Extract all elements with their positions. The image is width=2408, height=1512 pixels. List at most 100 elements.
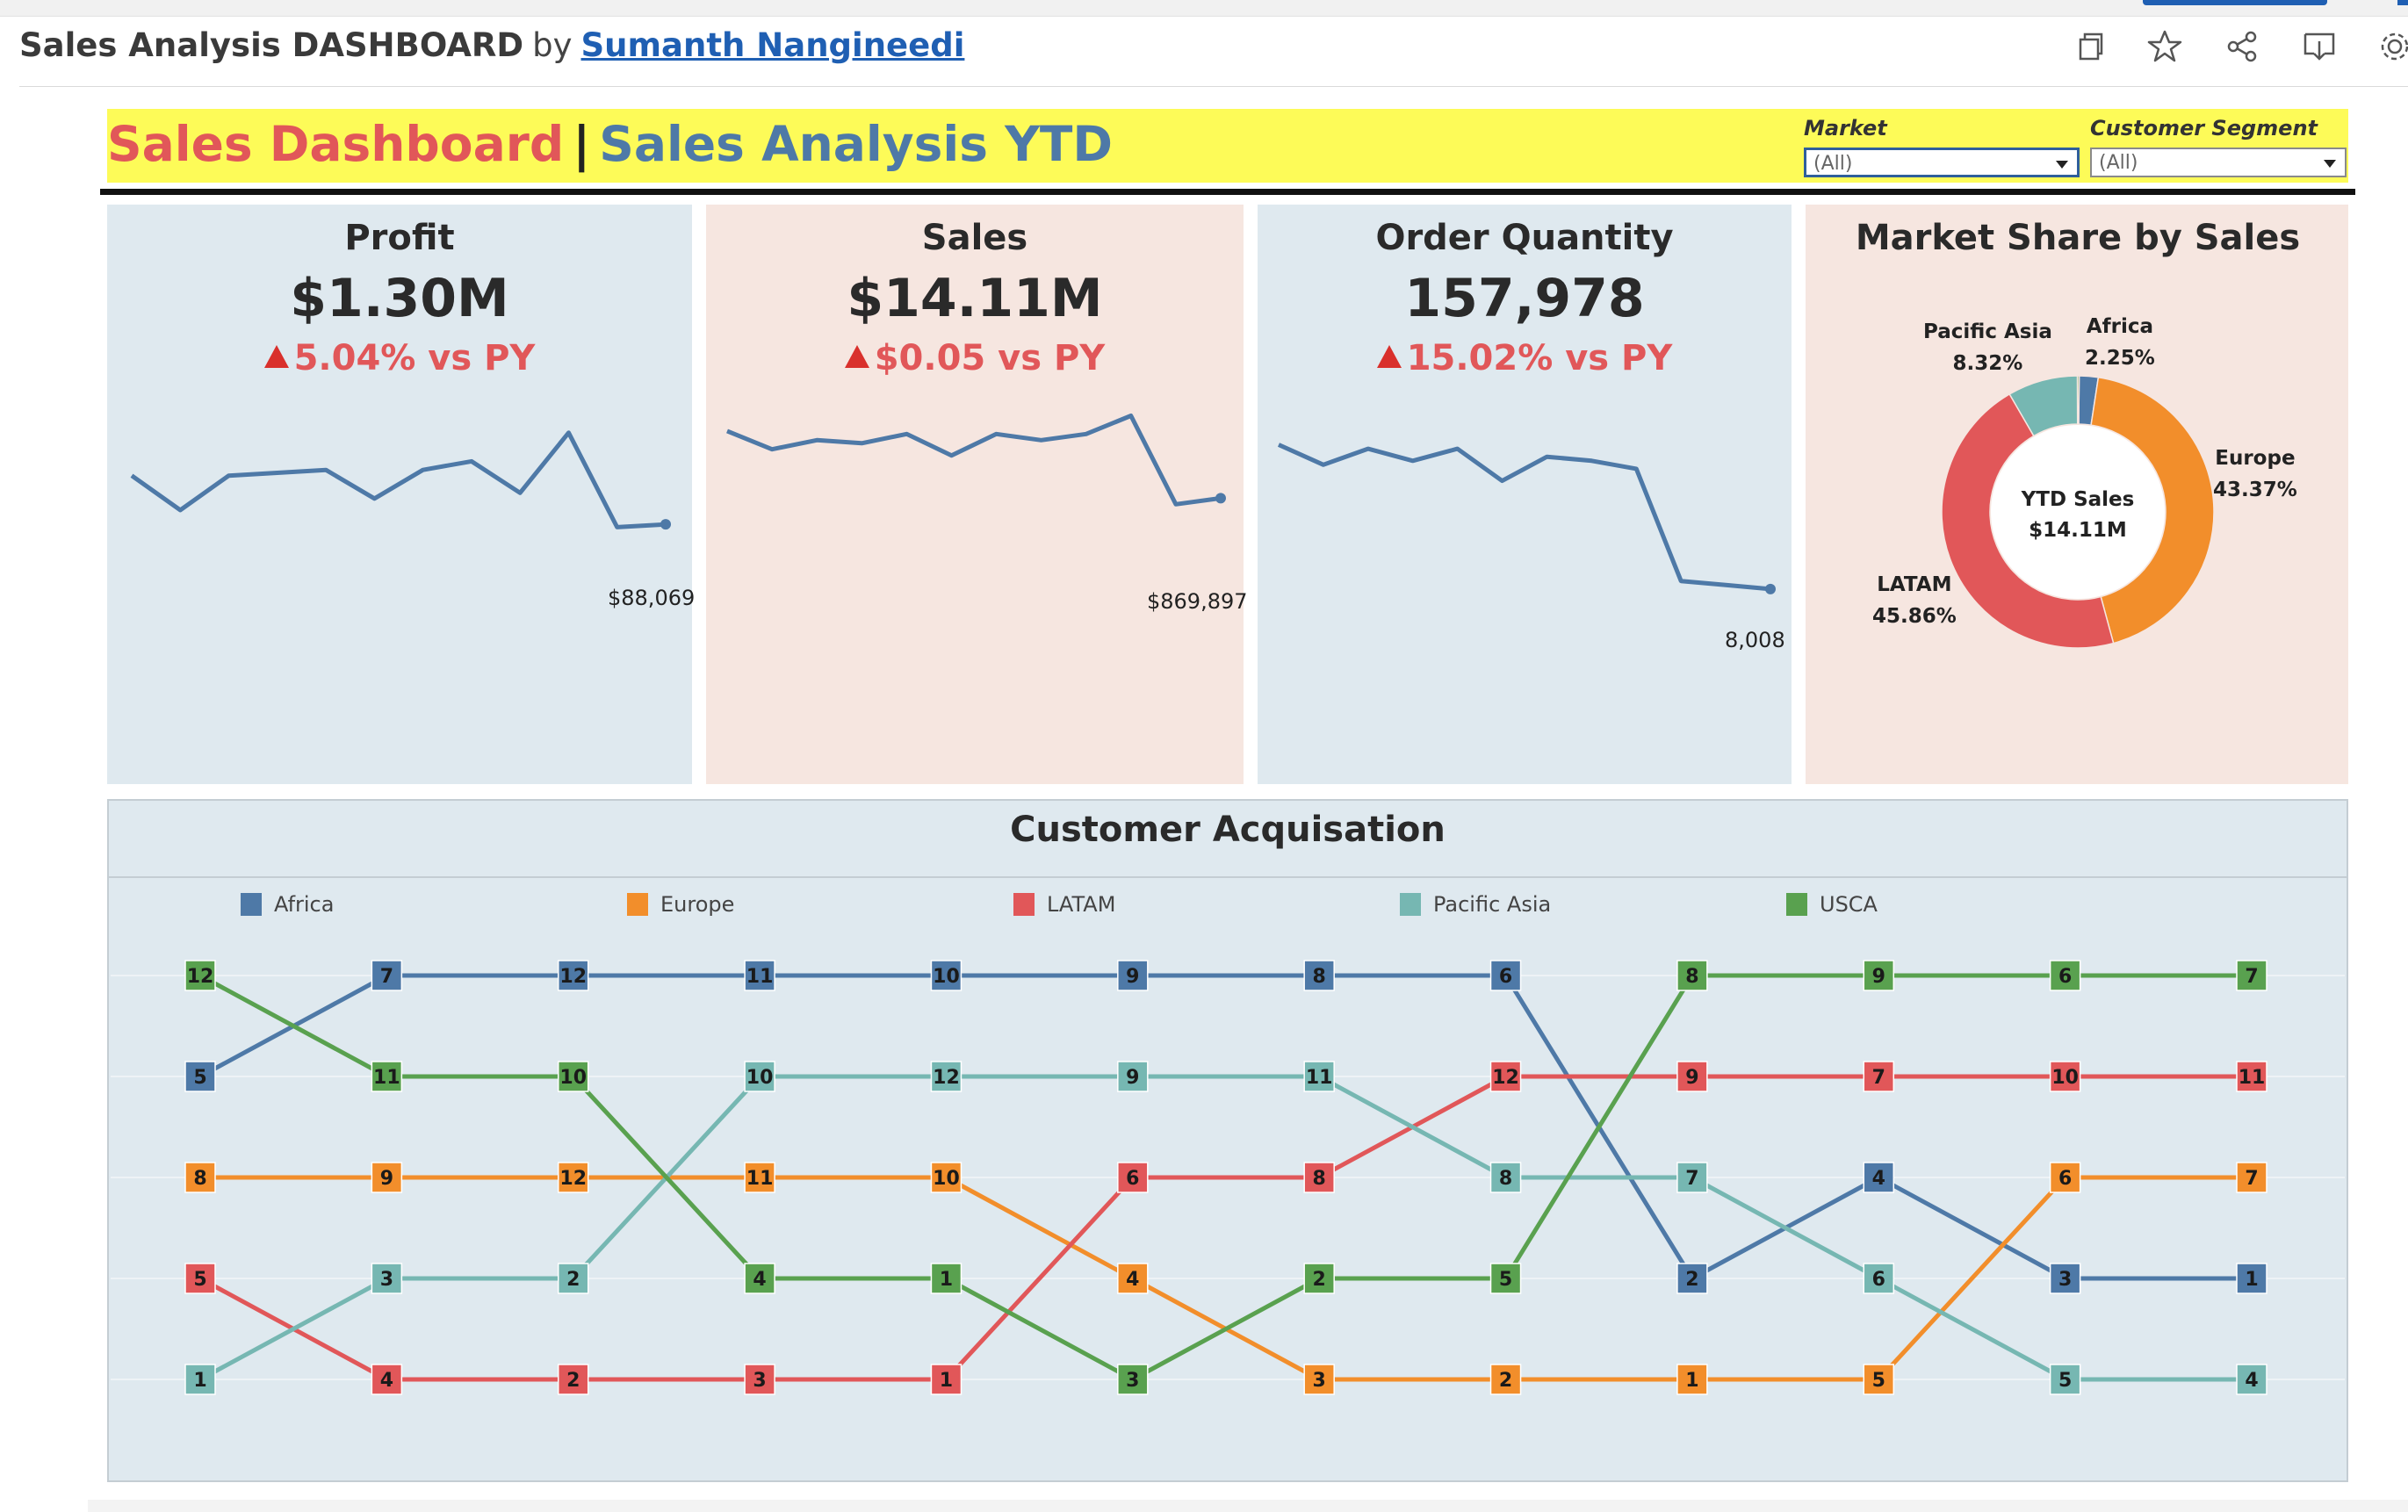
rank-marker[interactable]: 4 xyxy=(1117,1263,1149,1294)
rank-marker[interactable]: 2 xyxy=(557,1364,589,1395)
rank-marker-box xyxy=(184,960,216,991)
copy-icon[interactable] xyxy=(2069,26,2109,67)
rank-marker[interactable]: 1 xyxy=(930,1364,962,1395)
rank-marker[interactable]: 11 xyxy=(744,1162,775,1193)
rank-marker[interactable]: 6 xyxy=(1489,960,1522,991)
rank-marker[interactable]: 4 xyxy=(371,1364,403,1395)
dashboard-title-main: Sales Dashboard xyxy=(107,116,565,172)
rank-marker-label: 3 xyxy=(1313,1370,1326,1392)
rank-marker-box xyxy=(2236,1162,2267,1193)
rank-marker-label: 9 xyxy=(1685,1067,1698,1089)
rank-marker[interactable]: 7 xyxy=(2236,1162,2267,1193)
rank-marker[interactable]: 3 xyxy=(1117,1364,1149,1395)
rank-marker[interactable]: 7 xyxy=(1863,1061,1895,1092)
rank-marker[interactable]: 12 xyxy=(184,960,216,991)
rank-marker-label: 3 xyxy=(753,1370,766,1392)
donut-slice-usca[interactable] xyxy=(2076,375,2080,425)
rank-marker[interactable]: 5 xyxy=(184,1263,216,1294)
rank-marker[interactable]: 6 xyxy=(1117,1162,1149,1193)
rank-marker[interactable]: 1 xyxy=(930,1263,962,1294)
segment-filter-select[interactable]: (All) xyxy=(2090,148,2347,177)
kpi-delta: $0.05 vs PY xyxy=(706,338,1244,378)
rank-marker[interactable]: 12 xyxy=(1489,1061,1522,1092)
rank-marker[interactable]: 9 xyxy=(1117,960,1149,991)
rank-marker-label: 1 xyxy=(940,1370,953,1392)
rank-marker[interactable]: 3 xyxy=(1303,1364,1335,1395)
rank-marker[interactable]: 10 xyxy=(2049,1061,2081,1092)
download-icon[interactable] xyxy=(2299,26,2340,67)
rank-marker-label: 12 xyxy=(1492,1067,1519,1089)
star-icon[interactable] xyxy=(2145,26,2185,67)
rank-marker[interactable]: 6 xyxy=(2049,1162,2081,1193)
rank-marker[interactable]: 3 xyxy=(2049,1263,2081,1294)
rank-marker-box xyxy=(930,960,962,991)
rank-marker[interactable]: 11 xyxy=(2236,1061,2267,1092)
market-filter-select[interactable]: (All) xyxy=(1804,148,2080,177)
rank-marker[interactable]: 12 xyxy=(930,1061,962,1092)
rank-marker[interactable]: 9 xyxy=(371,1162,403,1193)
rank-marker[interactable]: 8 xyxy=(1489,1162,1522,1193)
rank-marker[interactable]: 5 xyxy=(1489,1263,1522,1294)
rank-marker[interactable]: 5 xyxy=(1863,1364,1895,1395)
rank-marker-label: 2 xyxy=(1313,1269,1326,1291)
rank-marker[interactable]: 2 xyxy=(1303,1263,1335,1294)
rank-marker[interactable]: 8 xyxy=(1676,960,1708,991)
rank-marker[interactable]: 10 xyxy=(744,1061,775,1092)
donut-label-pacific-asia: Pacific Asia 8.32% xyxy=(1923,316,2052,379)
rank-marker-label: 12 xyxy=(187,966,214,988)
rank-marker-label: 1 xyxy=(940,1269,953,1291)
rank-marker[interactable]: 9 xyxy=(1117,1061,1149,1092)
donut-hole xyxy=(1991,425,2165,599)
rank-marker[interactable]: 5 xyxy=(184,1061,216,1092)
rank-marker-box xyxy=(371,1061,403,1092)
rank-marker[interactable]: 1 xyxy=(1676,1364,1708,1395)
rank-marker[interactable]: 4 xyxy=(744,1263,775,1294)
top-strip-button[interactable] xyxy=(2143,0,2327,5)
share-icon[interactable] xyxy=(2222,26,2262,67)
rank-marker[interactable]: 4 xyxy=(2236,1364,2267,1395)
rank-marker[interactable]: 1 xyxy=(184,1364,216,1395)
rank-marker[interactable]: 6 xyxy=(1863,1263,1895,1294)
legend-item-pacific-asia[interactable]: Pacific Asia xyxy=(1400,892,1551,917)
rank-marker[interactable]: 11 xyxy=(744,960,775,991)
rank-marker[interactable]: 11 xyxy=(371,1061,403,1092)
market-filter-value: (All) xyxy=(1813,153,1853,175)
rank-marker[interactable]: 12 xyxy=(557,960,589,991)
legend-item-latam[interactable]: LATAM xyxy=(1013,892,1115,917)
rank-marker[interactable]: 2 xyxy=(1676,1263,1708,1294)
rank-marker[interactable]: 3 xyxy=(744,1364,775,1395)
rank-marker[interactable]: 2 xyxy=(557,1263,589,1294)
slice-pct: 45.86% xyxy=(1872,605,1957,628)
rank-marker[interactable]: 12 xyxy=(557,1162,589,1193)
rank-marker[interactable]: 7 xyxy=(2236,960,2267,991)
legend-item-europe[interactable]: Europe xyxy=(627,892,734,917)
rank-marker[interactable]: 5 xyxy=(2049,1364,2081,1395)
rank-marker-label: 3 xyxy=(2058,1269,2072,1291)
rank-marker[interactable]: 3 xyxy=(371,1263,403,1294)
rank-marker[interactable]: 11 xyxy=(1303,1061,1335,1092)
rank-marker[interactable]: 8 xyxy=(1303,1162,1335,1193)
rank-marker[interactable]: 1 xyxy=(2236,1263,2267,1294)
kpi-delta-text: 15.02% vs PY xyxy=(1406,338,1673,378)
rank-marker[interactable]: 10 xyxy=(930,1162,962,1193)
rank-marker[interactable]: 8 xyxy=(1303,960,1335,991)
rank-marker[interactable]: 6 xyxy=(2049,960,2081,991)
donut-slice-europe[interactable] xyxy=(2090,376,2215,644)
rank-marker[interactable]: 9 xyxy=(1863,960,1895,991)
rank-marker[interactable]: 7 xyxy=(371,960,403,991)
rank-marker[interactable]: 9 xyxy=(1676,1061,1708,1092)
rank-marker[interactable]: 8 xyxy=(184,1162,216,1193)
donut-slice-latam[interactable] xyxy=(1941,392,2115,649)
rank-marker[interactable]: 10 xyxy=(557,1061,589,1092)
top-strip-button-edge[interactable] xyxy=(2397,0,2408,5)
rank-marker[interactable]: 7 xyxy=(1676,1162,1708,1193)
rank-marker-box xyxy=(2049,1263,2081,1294)
legend-item-africa[interactable]: Africa xyxy=(241,892,334,917)
legend-item-usca[interactable]: USCA xyxy=(1786,892,1878,917)
rank-marker[interactable]: 2 xyxy=(1489,1364,1522,1395)
settings-icon[interactable] xyxy=(2375,26,2408,67)
rank-marker[interactable]: 10 xyxy=(930,960,962,991)
author-link[interactable]: Sumanth Nangineedi xyxy=(580,26,965,64)
kpi-value: 157,978 xyxy=(1404,268,1645,329)
rank-marker[interactable]: 4 xyxy=(1863,1162,1895,1193)
